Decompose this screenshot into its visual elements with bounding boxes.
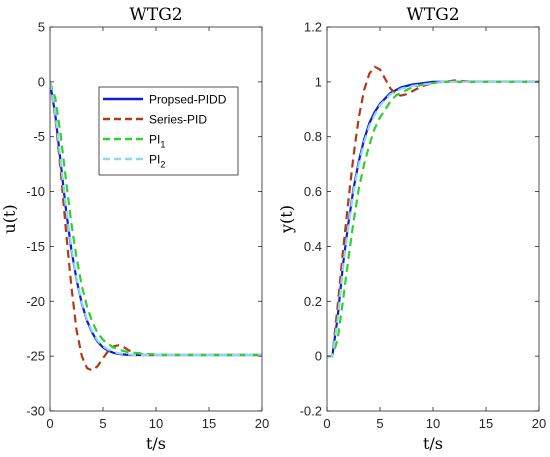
y-tick-label: 1.2 [304, 20, 322, 35]
chart-title: WTG2 [129, 5, 182, 25]
y-tick-label: -20 [26, 294, 45, 309]
y-tick-label: -5 [33, 129, 45, 144]
series-line-pi1 [50, 81, 262, 357]
x-tick-label: 15 [479, 416, 493, 431]
x-tick-label: 20 [532, 416, 546, 431]
y-tick-label: -0.2 [300, 404, 322, 419]
legend-entry: PI1 [149, 133, 165, 150]
series-line-series-pid [327, 65, 539, 358]
series-line-pi2 [327, 80, 539, 358]
x-tick-label: 0 [323, 416, 330, 431]
y-tick-label: 0.2 [304, 294, 322, 309]
series-group [50, 81, 262, 372]
y-tick-label: 0.6 [304, 184, 322, 199]
y-tick-label: 0 [315, 349, 322, 364]
chart-title: WTG2 [406, 5, 459, 25]
y-tick-label: -15 [26, 239, 45, 254]
series-group [327, 65, 539, 358]
x-tick-label: 5 [99, 416, 106, 431]
y-tick-label: -10 [26, 184, 45, 199]
y-axis-label: u(t) [0, 204, 19, 233]
x-tick-label: 10 [426, 416, 440, 431]
chart-panel-1: 0 5 10 15 20 -30 -25 -20 -15 -10 -5 0 5 WTG2 t/s u(t) Pr… [0, 5, 269, 453]
x-tick-label: 10 [149, 416, 163, 431]
y-tick-label: 0.8 [304, 129, 322, 144]
legend-box [98, 86, 239, 176]
plot-area [327, 27, 539, 411]
x-tick-label: 20 [255, 416, 269, 431]
y-tick-label: 0.4 [304, 239, 322, 254]
y-tick-label: -25 [26, 349, 45, 364]
y-tick-label: 1 [315, 74, 322, 89]
legend-entry: Propsed-PIDD [149, 93, 227, 107]
legend-entry: Series-PID [149, 113, 207, 127]
y-tick-label: 0 [38, 74, 45, 89]
y-tick-label: -30 [26, 404, 45, 419]
x-axis-label: t/s [423, 434, 443, 453]
x-tick-label: 0 [46, 416, 53, 431]
legend-entry: PI2 [149, 153, 165, 170]
y-tick-label: 5 [38, 20, 45, 35]
legend: Propsed-PIDD Series-PID PI1 PI2 [98, 86, 239, 176]
x-tick-label: 15 [202, 416, 216, 431]
x-tick-label: 5 [376, 416, 383, 431]
x-axis-label: t/s [146, 434, 166, 453]
y-axis-label: y(t) [277, 205, 296, 234]
